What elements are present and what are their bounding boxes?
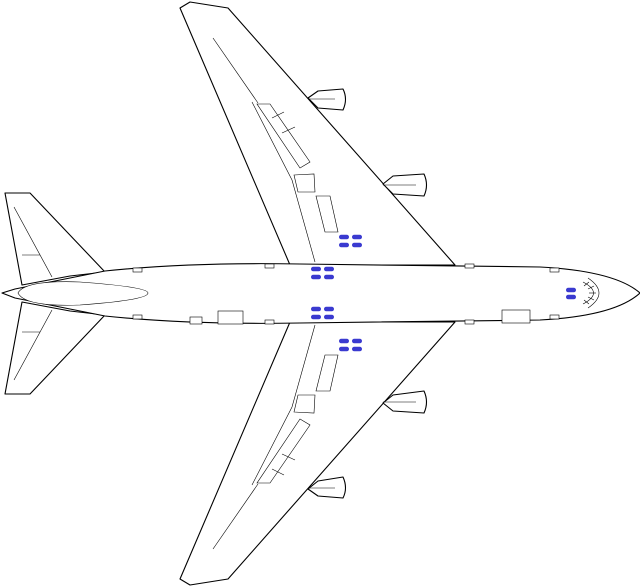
engine-outer-upper: [307, 88, 347, 111]
landing-gear-wheel: [324, 306, 334, 312]
engine-outer-lower: [307, 476, 347, 499]
tail-stabilizer-upper: [4, 192, 106, 286]
landing-gear: [311, 234, 576, 352]
landing-gear-wheel: [324, 266, 334, 272]
landing-gear-wheel: [352, 338, 362, 344]
engine-inner-upper: [382, 173, 428, 197]
landing-gear-wheel: [311, 306, 321, 312]
landing-gear-wheel: [352, 346, 362, 352]
landing-gear-wheel: [311, 274, 321, 280]
wing-lower: [179, 321, 456, 586]
landing-gear-wheel: [352, 234, 362, 240]
tail-stabilizer-lower: [4, 301, 106, 395]
landing-gear-wheel: [339, 338, 349, 344]
fuselage: [1, 263, 640, 325]
wing-upper: [179, 1, 456, 266]
landing-gear-wheel: [339, 346, 349, 352]
landing-gear-wheel: [324, 314, 334, 320]
landing-gear-wheel: [311, 266, 321, 272]
cockpit-windows: [582, 277, 600, 309]
landing-gear-wheel: [566, 294, 576, 300]
landing-gear-wheel: [324, 274, 334, 280]
landing-gear-wheel: [311, 314, 321, 320]
fuselage-panels: [132, 263, 560, 325]
landing-gear-wheel: [352, 242, 362, 248]
engine-inner-lower: [382, 390, 428, 414]
landing-gear-wheel: [339, 242, 349, 248]
landing-gear-wheel: [566, 287, 576, 293]
landing-gear-wheel: [339, 234, 349, 240]
